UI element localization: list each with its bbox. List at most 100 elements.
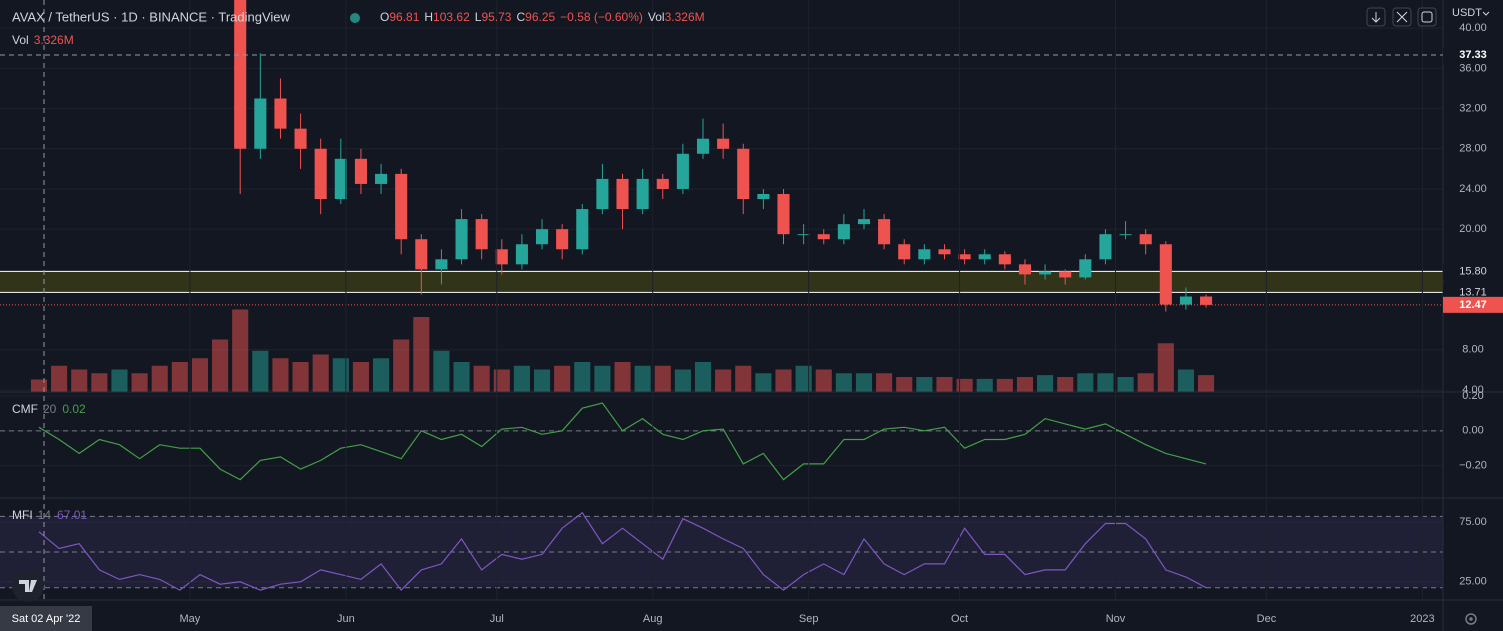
price-tag [1443,263,1503,280]
x-tick-label: Sep [799,613,819,625]
overlay [0,0,1443,600]
logo [12,570,44,602]
logo-mark [19,580,37,592]
mfi-legend: MFI 14 67.01 [12,508,87,522]
candle-body [395,173,408,240]
candle-body [596,178,609,210]
candle-body [978,254,991,260]
x-tick-label: 2023 [1410,613,1434,625]
volume-bar [473,365,490,392]
volume-bar [111,369,128,392]
icon [1482,11,1490,16]
indicator-period: 14 [38,508,52,522]
volume-bar [976,378,993,392]
volume-bar [533,369,551,392]
candle-body [254,98,267,149]
price-tag-label: 12.47 [1459,299,1487,311]
volume-bar [151,365,168,392]
volume-bar [1016,377,1034,392]
candle-body [797,234,810,236]
indicator-period: 20 [43,402,57,416]
y-tick-label: 36.00 [1459,62,1487,74]
screenshot-button[interactable] [1417,7,1437,27]
volume-bar [1077,373,1094,392]
indicator-value: 0.02 [62,402,86,416]
volume-bar [835,373,852,392]
volume-bar [232,309,249,392]
y-tick-label: 0.20 [1462,390,1483,402]
volume-bar [252,350,269,392]
x-tick-label: May [180,613,201,625]
volume-bar [373,358,390,392]
candle-body [777,193,790,235]
candle-body [717,138,730,149]
candle-body [1018,264,1032,275]
candle-body [536,229,549,245]
candle-body [857,219,871,225]
ohlc-value: 95.73 [481,10,511,24]
volume-bar [292,362,309,392]
toolbar: USDT [1366,7,1490,27]
y-tick-label: 25.00 [1459,576,1487,588]
price-tag [1443,46,1503,63]
candle-body [998,254,1011,265]
volume-bar [896,377,913,392]
candle-body [515,244,528,265]
y-tick-label: 0.00 [1462,425,1483,437]
y-tick-label: 28.00 [1459,143,1487,155]
volume-bar [51,365,68,392]
candle-body [938,249,951,255]
x-tick-label: Jul [490,613,504,625]
price-pane [0,0,1443,392]
candle-body [435,259,448,270]
ohlc-label: H [424,10,433,24]
y-tick-label: 20.00 [1459,223,1487,235]
icon [1421,11,1433,23]
candle-body [958,254,971,260]
candle-body [455,219,468,260]
y-tick-label: −0.20 [1459,460,1487,472]
volume-bar [654,365,671,392]
candle-body [616,178,629,210]
candle-body [556,229,569,250]
candle-body [495,249,508,265]
candle-body [576,209,589,250]
volume-bar [855,373,873,392]
candle-body [837,224,850,240]
volume-bar [574,362,591,392]
volume-bar [755,373,772,392]
crosshair-date: Sat 02 Apr '22 [12,613,81,625]
indicator-name: CMF [12,402,38,416]
settings[interactable] [1465,613,1477,625]
candle-body [475,219,488,250]
volume-bar [413,317,430,392]
candle-body [878,219,891,245]
gear[interactable] [1465,613,1477,625]
candle-body [757,193,770,200]
candle-body [817,234,830,240]
y-tick-label: 75.00 [1459,516,1487,528]
candle-body [274,98,287,129]
volume-bar [715,369,732,392]
volume-bar [71,369,88,392]
candle-body [1099,234,1112,260]
volume-bar [694,362,712,392]
volume-bar [674,369,691,392]
currency[interactable]: USDT [1452,7,1482,19]
volume-bar [1157,343,1174,392]
volume-bar [735,365,752,392]
mfi-pane [0,511,1443,592]
x-tick-label: Jun [337,613,355,625]
volume-bar [594,365,611,392]
ohlc-legend: O96.81 H103.62 L95.73 C96.25 −0.58 (−0.60%) V… [380,10,705,24]
price-tag [1443,284,1503,301]
candle-body [415,239,428,270]
volume-bar [212,339,229,392]
volume-bar [876,373,893,392]
y-tick-label: 40.00 [1459,22,1487,34]
candle-body [1039,271,1052,275]
ohlc-label: L [475,10,482,24]
